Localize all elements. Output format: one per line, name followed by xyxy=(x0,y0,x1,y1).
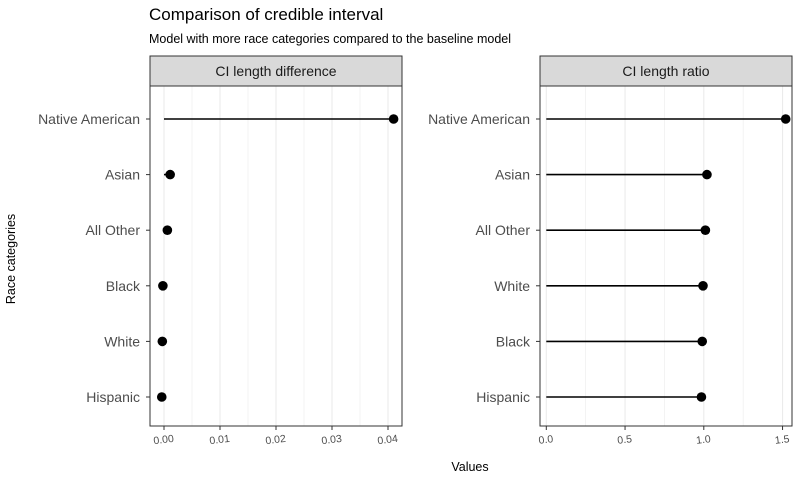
panel-2: CI length ratio Native American Asian All O… xyxy=(428,55,793,447)
panels: CI length difference Native American Asian… xyxy=(38,55,793,447)
y-axis-title: Race categories xyxy=(4,214,18,304)
x-tick-label: 0.5 xyxy=(617,433,633,447)
x-tick-label: 0.0 xyxy=(538,433,554,447)
data-point xyxy=(696,392,707,402)
data-point xyxy=(388,114,399,124)
panel-border xyxy=(539,85,793,427)
data-point xyxy=(698,281,708,291)
category-label: White xyxy=(104,333,140,349)
panel-strip-title: CI length difference xyxy=(215,63,336,79)
category-label: All Other xyxy=(476,222,531,238)
panel-strip xyxy=(149,55,403,87)
x-axis-title: Values xyxy=(451,460,488,474)
data-point xyxy=(156,392,167,402)
category-label: White xyxy=(494,278,530,294)
category-label: Black xyxy=(106,278,141,294)
data-point xyxy=(697,336,708,347)
data-point xyxy=(162,225,173,235)
x-tick-label: 1.5 xyxy=(774,433,790,447)
data-point xyxy=(780,114,791,124)
category-label: Native American xyxy=(38,111,140,127)
x-tick-label: 0.03 xyxy=(321,433,343,447)
category-label: Hispanic xyxy=(86,389,140,405)
data-point xyxy=(700,225,711,235)
category-label: All Other xyxy=(86,222,141,238)
data-point xyxy=(165,169,175,180)
category-label: Hispanic xyxy=(476,389,530,405)
category-label: Native American xyxy=(428,111,530,127)
chart-subtitle: Model with more race categories compared… xyxy=(149,32,511,46)
category-label: Asian xyxy=(495,167,530,183)
x-tick-label: 0.02 xyxy=(265,433,287,447)
category-label: Black xyxy=(496,333,531,349)
category-label: Asian xyxy=(105,167,140,183)
panel-strip-title: CI length ratio xyxy=(622,63,709,79)
x-tick-label: 0.01 xyxy=(209,433,231,447)
data-point xyxy=(158,281,168,291)
data-point xyxy=(702,169,712,180)
data-point xyxy=(157,336,168,347)
panel-1: CI length difference Native American Asian… xyxy=(38,55,403,447)
x-tick-label: 1.0 xyxy=(695,433,711,447)
chart-title: Comparison of credible interval xyxy=(149,5,383,24)
x-tick-label: 0.00 xyxy=(153,433,175,447)
panel-background xyxy=(540,86,792,426)
x-tick-label: 0.04 xyxy=(377,433,399,447)
